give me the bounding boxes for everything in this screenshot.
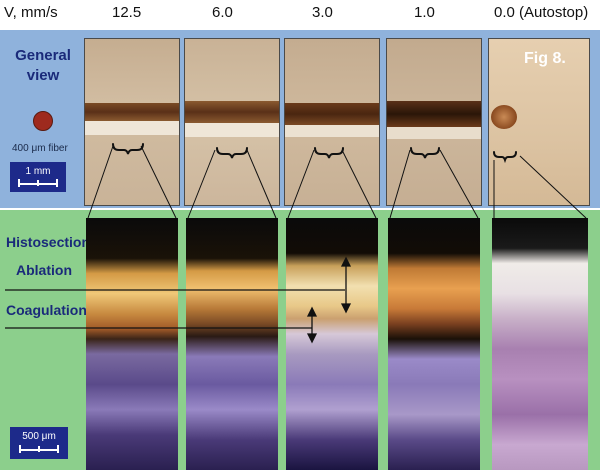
scale-bar-1mm-tick-mid bbox=[37, 180, 39, 186]
general-view-label: General view bbox=[14, 46, 72, 86]
connector-line bbox=[341, 149, 377, 219]
ablation-track bbox=[185, 101, 279, 123]
general-view-label-line1: General bbox=[15, 47, 71, 64]
general-view-photo-6-0 bbox=[184, 38, 280, 206]
scale-bar-500um-label: 500 μm bbox=[22, 431, 56, 442]
histosection-photo-12-5 bbox=[86, 218, 178, 470]
ablation-track bbox=[285, 103, 379, 125]
general-view-photo-12-5 bbox=[84, 38, 180, 206]
brace-icon bbox=[112, 143, 144, 155]
connector-line bbox=[187, 149, 216, 219]
connector-line bbox=[87, 145, 114, 219]
speed-value-6-0: 6.0 bbox=[212, 4, 233, 21]
brace-icon bbox=[314, 147, 344, 159]
general-view-photo-autostop bbox=[488, 38, 590, 206]
connector-line bbox=[246, 149, 277, 219]
brace-icon bbox=[216, 147, 248, 159]
arrow-head-icon bbox=[306, 333, 318, 344]
scale-bar-1mm-tick-right bbox=[56, 179, 58, 187]
connector-line bbox=[519, 155, 587, 219]
coagulation-zone bbox=[85, 121, 179, 135]
brace-icon bbox=[410, 147, 440, 159]
ablation-track bbox=[85, 103, 179, 121]
coagulation-label: Coagulation bbox=[6, 302, 87, 318]
connector-line bbox=[389, 149, 411, 219]
scale-bar-1mm-tick-left bbox=[18, 179, 20, 187]
connector-line bbox=[140, 145, 177, 219]
brace-icon bbox=[493, 151, 517, 164]
speed-value-1-0: 1.0 bbox=[414, 4, 435, 21]
histosection-photo-6-0 bbox=[186, 218, 278, 470]
coagulation-zone bbox=[285, 125, 379, 137]
general-view-photo-3-0 bbox=[284, 38, 380, 206]
autostop-spot bbox=[491, 105, 517, 129]
general-view-label-line2: view bbox=[26, 67, 60, 84]
speed-value-3-0: 3.0 bbox=[312, 4, 333, 21]
histosection-label: Histosection bbox=[6, 234, 91, 250]
scale-bar-500um-tick-right bbox=[57, 445, 59, 453]
arrow-head-icon bbox=[306, 306, 318, 317]
speed-value-autostop: 0.0 (Autostop) bbox=[494, 4, 589, 21]
fiber-label: 400 μm fiber bbox=[12, 143, 68, 154]
speed-header: V, mm/s 12.5 6.0 3.0 1.0 0.0 (Autostop) bbox=[0, 0, 600, 26]
figure-label: Fig 8. bbox=[524, 50, 566, 67]
fiber-dot-icon bbox=[33, 111, 53, 131]
scale-bar-500um: 500 μm bbox=[10, 427, 68, 459]
ablation-track bbox=[387, 101, 481, 127]
histosection-photo-3-0 bbox=[286, 218, 378, 470]
arrow-head-icon bbox=[340, 303, 352, 314]
connector-line bbox=[439, 149, 479, 219]
ablation-label: Ablation bbox=[16, 262, 72, 278]
coagulation-zone bbox=[387, 127, 481, 139]
scale-bar-500um-tick-mid bbox=[38, 446, 40, 452]
scale-bar-1mm: 1 mm bbox=[10, 162, 66, 192]
scale-bar-500um-tick-left bbox=[19, 445, 21, 453]
connector-line bbox=[287, 149, 315, 219]
coagulation-zone bbox=[185, 123, 279, 137]
arrow-head-icon bbox=[340, 256, 352, 267]
speed-value-12-5: 12.5 bbox=[112, 4, 142, 21]
speed-axis-label: V, mm/s bbox=[4, 4, 58, 21]
histosection-photo-1-0 bbox=[388, 218, 480, 470]
histosection-photo-autostop bbox=[492, 218, 588, 470]
scale-bar-1mm-label: 1 mm bbox=[25, 166, 51, 177]
